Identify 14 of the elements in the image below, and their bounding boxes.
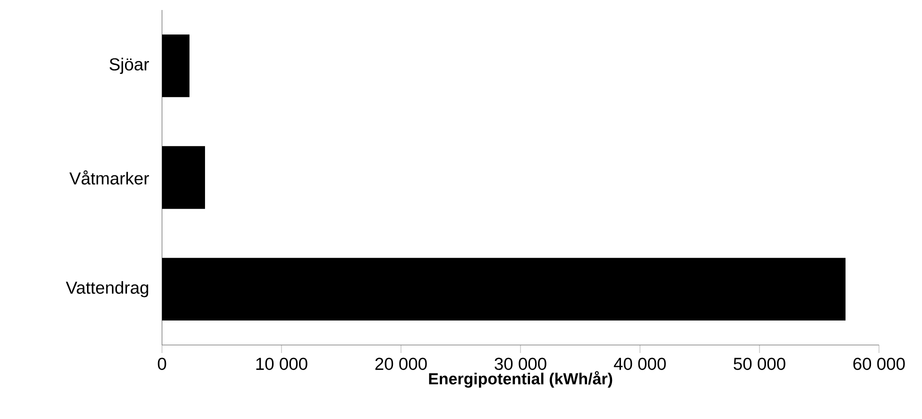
- y-tick-label: Sjöar: [110, 58, 149, 74]
- y-tick-label: Våtmarker: [69, 170, 149, 185]
- y-tick-label: Vattendrag: [66, 281, 148, 298]
- x-tick-label: 50 000: [734, 358, 786, 370]
- x-tick-label: 20 000: [375, 358, 427, 370]
- x-axis-title: Energipotential (kWh/år): [429, 371, 612, 388]
- x-tick-label: 60 000: [853, 358, 905, 370]
- x-tick-label: 0: [158, 358, 166, 370]
- bar: [162, 34, 190, 98]
- bar: [162, 258, 846, 320]
- bar: [162, 146, 206, 209]
- x-tick-label: 40 000: [614, 358, 666, 370]
- x-tick-label: 10 000: [256, 358, 308, 370]
- x-tick-label: 30 000: [494, 358, 546, 370]
